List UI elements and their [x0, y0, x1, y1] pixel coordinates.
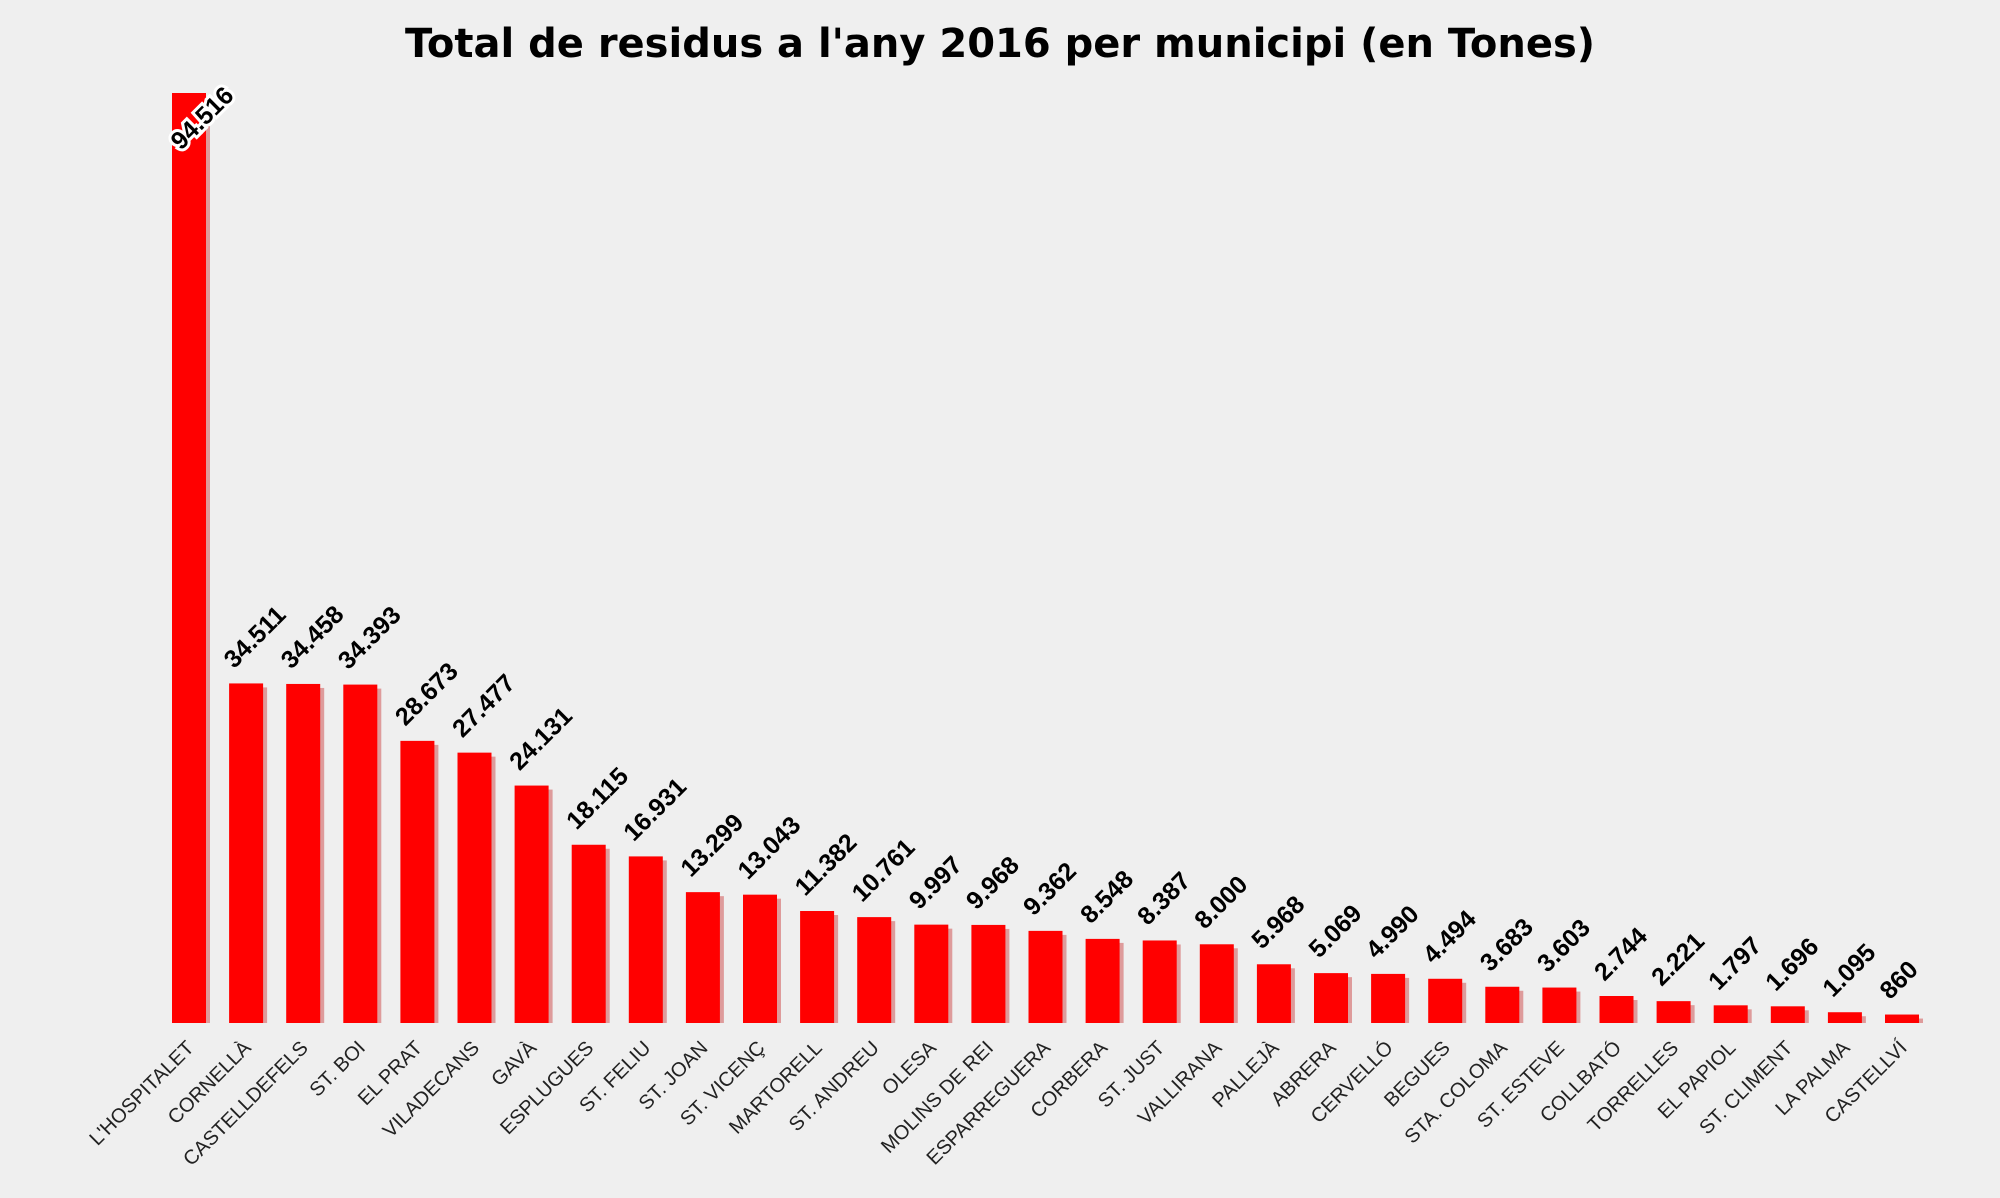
category-label-l-hospitalet: L'HOSPITALET [85, 1037, 198, 1150]
bar-st-vicenc [743, 894, 777, 1023]
category-label-gava: GAVÀ [487, 1036, 542, 1091]
category-label-sta-coloma: STA. COLOMA [1401, 1037, 1513, 1149]
bar-viladecans [457, 752, 492, 1023]
chart-title: Total de residus a l'any 2016 per munici… [405, 21, 1595, 67]
bars-group [172, 93, 1923, 1023]
bar-st-feliu [628, 856, 663, 1023]
bar-gava [514, 785, 549, 1023]
value-label-corbera: 8.548 [1075, 865, 1139, 929]
bar-castelldefels [286, 683, 321, 1023]
value-label-collbato: 2.744 [1589, 922, 1653, 986]
bar-st-joan [685, 892, 720, 1023]
value-label-vallirana: 8.000 [1189, 870, 1253, 934]
bar-cervello [1371, 973, 1406, 1023]
bar-esplugues [571, 844, 606, 1023]
bar-torrelles [1656, 1001, 1691, 1023]
bar-st-boi [343, 684, 378, 1023]
value-label-esparreguera: 9.362 [1018, 857, 1082, 921]
bar-molins-de-rei [971, 924, 1006, 1023]
bar-castellvi [1885, 1014, 1919, 1023]
bar-palleja [1256, 964, 1291, 1023]
value-label-el-papiol: 1.797 [1703, 932, 1767, 996]
value-label-castellvi: 860 [1874, 955, 1923, 1004]
bar-martorell [800, 911, 835, 1023]
bar-el-papiol [1713, 1005, 1748, 1023]
value-label-st-vicenc: 13.043 [732, 811, 806, 885]
value-label-st-esteve: 3.603 [1532, 914, 1596, 978]
bar-st-just [1142, 940, 1177, 1023]
value-label-sta-coloma: 3.683 [1475, 913, 1539, 977]
bar-esparreguera [1028, 930, 1063, 1023]
bar-la-palma [1827, 1012, 1862, 1023]
value-label-palleja: 5.968 [1246, 890, 1310, 954]
bar-sta-coloma [1485, 986, 1520, 1023]
bar-begues [1428, 978, 1463, 1023]
value-label-castelldefels: 34.458 [276, 600, 350, 674]
value-label-torrelles: 2.221 [1646, 927, 1710, 991]
bar-olesa [914, 924, 949, 1023]
value-label-cervello: 4.990 [1361, 900, 1425, 964]
bar-corbera [1085, 938, 1120, 1023]
value-label-st-just: 8.387 [1132, 867, 1196, 931]
bar-collbato [1599, 996, 1634, 1023]
value-label-molins-de-rei: 9.968 [961, 851, 1025, 915]
value-label-abrera: 5.069 [1303, 899, 1367, 963]
bar-vallirana [1199, 944, 1234, 1023]
value-label-cornella: 34.511 [219, 601, 292, 674]
bar-st-climent [1770, 1006, 1805, 1023]
bar-cornella [229, 683, 264, 1023]
value-label-st-climent: 1.696 [1760, 933, 1824, 997]
bar-st-andreu [857, 917, 892, 1023]
value-label-la-palma: 1.095 [1817, 938, 1881, 1002]
value-label-begues: 4.494 [1418, 905, 1482, 969]
bar-abrera [1314, 973, 1348, 1023]
bar-l-hospitalet [172, 93, 206, 1023]
value-label-st-boi: 34.393 [333, 601, 407, 675]
value-label-gava: 24.131 [504, 702, 578, 776]
bar-st-esteve [1542, 987, 1577, 1023]
bar-el-prat [400, 740, 435, 1023]
